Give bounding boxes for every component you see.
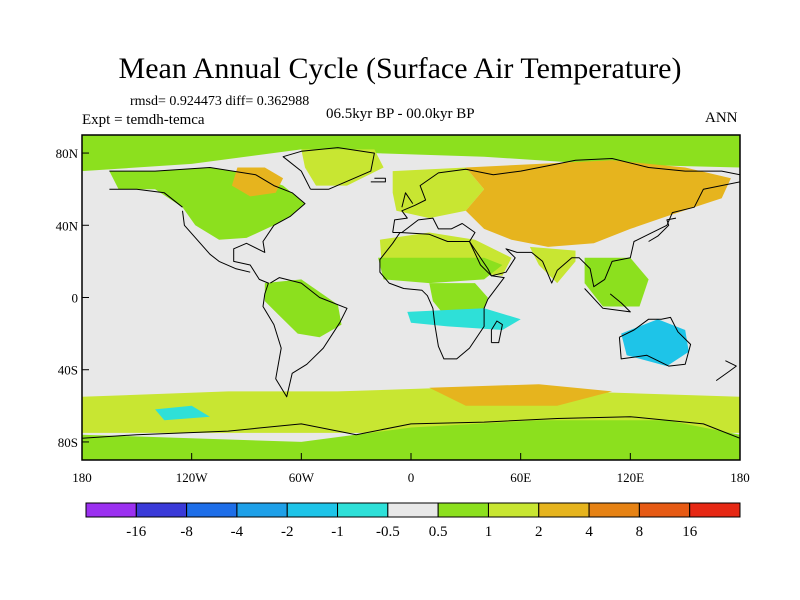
colorbar-swatch [638,502,691,518]
colorbar-label: -2 [281,524,294,540]
x-tick-label: 180 [72,470,92,485]
region-arctic-band [82,135,740,172]
x-tick-label: 120W [176,470,209,485]
coastline-7 [618,316,692,367]
x-tick-label: 60E [510,470,531,485]
colorbar-swatch [186,502,238,518]
season-label: ANN [705,110,738,126]
coastline-0 [109,167,348,398]
experiment-label: Expt = temdh-temca [82,112,205,128]
colorbar-label: -4 [231,524,244,540]
region-india [529,246,576,284]
region-south-atlantic-cool [407,308,521,330]
coastline-3 [282,147,375,190]
coastline-9 [82,416,740,439]
coastline-5 [392,181,740,288]
region-antarctic-land [82,420,740,460]
x-tick-label: 180 [730,470,750,485]
colorbar-label: 16 [682,524,698,540]
region-south-america-green [264,279,342,338]
region-southeast-asia [584,257,649,307]
colorbar-swatch [387,502,439,518]
colorbar-swatch [689,502,741,518]
y-tick-label: 80S [58,435,78,450]
coastline-13 [715,360,737,382]
region-antarctic-cool [155,405,210,421]
coastline-10 [401,192,414,208]
colorbar-swatch [487,502,540,518]
stats-line: rmsd= 0.924473 diff= 0.362988 [130,94,310,109]
x-tick-label: 120E [617,470,645,485]
region-greenland-sea [301,149,384,186]
coastline-12 [584,288,631,313]
x-axis: 180 120W 60W 0 60E 120E 180 [72,453,750,485]
coastline-6 [379,232,505,360]
coastlines [82,147,740,439]
region-australia-cool [621,319,689,367]
period-label: 06.5kyr BP - 00.0kyr BP [326,106,475,122]
colorbar-label: -16 [126,524,146,540]
colorbar-label: 1 [485,524,493,540]
region-sahel-band [378,257,503,284]
colorbar-swatch [85,502,137,518]
coastline-2 [109,188,183,208]
colorbar-swatch [135,502,188,518]
y-axis: 80N 40N 0 40S 80S [56,146,89,450]
colorbar-swatch [286,502,339,518]
colorbar: -16 -8 -4 -2 -1 -0.5 0.5 1 2 4 8 16 [85,502,741,540]
coastline-1 [182,210,251,273]
x-tick-label: 0 [408,470,415,485]
colorbar-swatch [588,502,640,518]
colorbar-label: 0.5 [429,524,448,540]
y-tick-label: 40S [58,363,78,378]
colorbar-swatch [236,502,288,518]
colorbar-swatch [538,502,590,518]
coastline-4 [392,158,740,233]
y-tick-label: 80N [56,146,79,161]
y-tick-label: 40N [56,218,79,233]
region-eurasia-warm [465,160,731,247]
colorbar-label: -8 [180,524,193,540]
region-southern-ocean-warm [429,384,613,406]
colorbar-label: 8 [636,524,644,540]
colorbar-label: 4 [585,524,593,540]
colorbar-label: 2 [535,524,543,540]
colorbar-label: -0.5 [376,524,400,540]
y-tick-label: 0 [72,291,79,306]
colorbar-label: -1 [331,524,344,540]
anomaly-regions [82,135,740,460]
coastline-14 [370,177,386,183]
coastline-8 [490,320,503,344]
region-canada-warm [231,167,284,197]
colorbar-swatch [437,502,489,518]
chart-title: Mean Annual Cycle (Surface Air Temperatu… [118,52,682,85]
x-tick-label: 60W [289,470,315,485]
coastline-11 [648,217,677,242]
colorbar-swatch [337,502,389,518]
